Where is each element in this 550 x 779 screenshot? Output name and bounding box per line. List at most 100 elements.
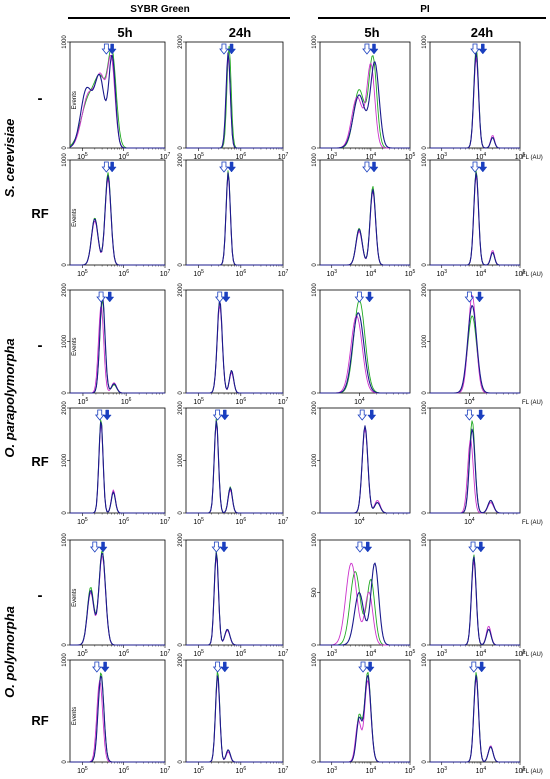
hollow-arrow-marker [354, 291, 365, 303]
y-tick-label: 0 [312, 643, 318, 647]
histogram-panel: 0 1000 104 [312, 283, 411, 406]
hollow-arrow-marker [470, 43, 480, 55]
hollow-arrow-marker [89, 541, 100, 553]
histogram-panel: 0 2000 105 106 107 [178, 35, 289, 161]
histogram-series [186, 300, 283, 394]
filled-arrow-marker [107, 43, 117, 55]
histogram-series [430, 315, 520, 394]
hollow-arrow-marker [214, 291, 225, 303]
x-tick-label: 103 [436, 766, 447, 775]
y-tick-label: 0 [312, 146, 318, 150]
panel-frame [69, 659, 166, 763]
histogram-panel: 0 1000 2000 104 FL (AU) [422, 283, 543, 406]
histogram-series [186, 418, 283, 514]
filled-arrow-marker [107, 161, 117, 173]
events-axis-label: Events [72, 337, 78, 355]
hollow-arrow-marker [468, 541, 478, 553]
histogram-series [69, 54, 165, 149]
histogram-panel: 0 2000 105 106 107 [178, 153, 289, 278]
y-tick-label: 0 [178, 511, 184, 515]
y-tick-label: 0 [422, 263, 428, 267]
hollow-arrow-marker [101, 43, 112, 55]
x-tick-label: 107 [278, 269, 289, 278]
x-tick-label: 107 [278, 649, 289, 658]
hollow-arrow-marker [464, 291, 475, 303]
x-tick-label: 107 [278, 152, 289, 161]
y-tick-label: 0 [178, 263, 184, 267]
histogram-series [320, 425, 410, 514]
hollow-arrow-marker [96, 291, 106, 303]
x-tick-label: 105 [405, 152, 416, 161]
histogram-series [70, 551, 165, 646]
x-tick-label: 106 [236, 152, 247, 161]
y-tick-label: 0 [422, 391, 428, 395]
histogram-series [186, 45, 283, 149]
y-tick-label: 1000 [422, 334, 428, 348]
y-tick-label: 0 [62, 263, 68, 267]
y-tick-label: 1000 [312, 453, 318, 467]
x-tick-label: 107 [160, 152, 171, 161]
hollow-arrow-marker [219, 161, 229, 173]
histogram-panel: 0 2000 105 106 107 [178, 283, 289, 406]
filled-arrow-marker [100, 661, 110, 673]
panel-frame [319, 289, 411, 394]
y-tick-label: 2000 [62, 401, 68, 415]
histogram-panel: 0 500 1000 103 104 105 [312, 533, 416, 658]
histogram-series [430, 294, 520, 394]
x-tick-label: 106 [118, 152, 129, 161]
filled-arrow-marker [367, 409, 377, 421]
x-tick-label: 104 [366, 269, 377, 278]
x-tick-label: 105 [515, 269, 526, 278]
fl-axis-label: FL (AU) [522, 272, 543, 278]
x-tick-label: 105 [77, 649, 88, 658]
hollow-arrow-marker [358, 661, 368, 673]
x-tick-label: 105 [515, 152, 526, 161]
panel-frame [69, 41, 166, 149]
panel-frame [319, 407, 411, 514]
y-tick-label: 0 [422, 146, 428, 150]
panel-frame [429, 289, 521, 394]
histogram-series [320, 674, 410, 763]
hollow-arrow-marker [362, 161, 372, 173]
condition-label: RF [31, 454, 48, 469]
y-tick-label: 1000 [62, 653, 68, 667]
filled-arrow-marker [476, 409, 486, 421]
histogram-panel: 0 1000 2000 104 [312, 401, 411, 526]
y-tick-label: 1000 [62, 334, 68, 348]
histogram-series [186, 420, 283, 514]
condition-label: - [38, 587, 43, 604]
histogram-series [430, 304, 520, 394]
y-tick-label: 2000 [178, 653, 184, 667]
histogram-series [70, 175, 165, 266]
x-tick-label: 106 [118, 517, 129, 526]
y-tick-label: 1000 [312, 283, 318, 297]
y-tick-label: 2000 [178, 283, 184, 297]
hollow-arrow-marker [101, 161, 112, 173]
fl-axis-label: FL (AU) [522, 769, 543, 775]
x-tick-label: 105 [193, 649, 204, 658]
histogram-series [186, 174, 283, 266]
histogram-panel: 0 1000 2000 105 106 Events [62, 283, 166, 406]
histogram-series [186, 422, 283, 514]
filled-arrow-marker [220, 409, 230, 421]
filled-arrow-marker [102, 409, 112, 421]
histogram-series [186, 552, 283, 646]
x-tick-label: 104 [464, 517, 475, 526]
y-tick-label: 1000 [62, 35, 68, 49]
x-tick-label: 103 [326, 269, 337, 278]
y-tick-label: 0 [178, 643, 184, 647]
x-tick-label: 106 [236, 517, 247, 526]
x-tick-label: 106 [236, 269, 247, 278]
x-tick-label: 104 [476, 649, 487, 658]
histogram-series [70, 672, 165, 763]
histogram-series [69, 54, 165, 149]
panel-frame [429, 407, 521, 514]
x-tick-label: 103 [326, 649, 337, 658]
y-tick-label: 1000 [178, 453, 184, 467]
hollow-arrow-marker [219, 43, 229, 55]
y-tick-label: 0 [178, 760, 184, 764]
x-tick-label: 105 [515, 766, 526, 775]
x-tick-label: 106 [118, 269, 129, 278]
histogram-series [430, 172, 520, 266]
